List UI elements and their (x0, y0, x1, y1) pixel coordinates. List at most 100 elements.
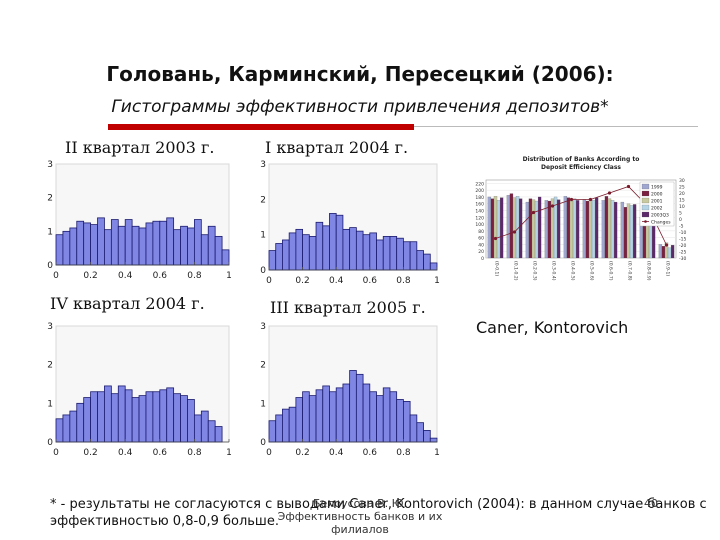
x-tick-label: 0.6 (153, 448, 168, 458)
y2-tick-label: -15 (679, 237, 686, 243)
grouped-bar (623, 207, 628, 259)
histogram-bar (275, 243, 283, 271)
histogram-bar (207, 225, 216, 266)
y-tick-label: 180 (475, 195, 484, 201)
histogram-bar (268, 250, 277, 271)
y2-tick-label: 5 (679, 211, 682, 217)
histogram-bar (409, 414, 418, 443)
grouped-bar (499, 197, 504, 259)
histogram-bar (159, 389, 168, 443)
x-tick-label: (0.8-0.9) (646, 261, 652, 281)
x-tick-label: 0.4 (329, 448, 344, 458)
histogram-bar (166, 387, 175, 443)
histogram-bar (180, 395, 188, 443)
histogram-bar (145, 222, 154, 266)
grouped-bar (553, 196, 558, 259)
histogram-q3-2005: 0 0.2 0.4 0.6 0.8 1 0 1 2 3 (260, 322, 440, 458)
grouped-bar (490, 198, 495, 259)
histogram-bar (396, 237, 404, 271)
grouped-bar (515, 196, 520, 259)
histogram-bar (90, 224, 98, 266)
histogram-bar (214, 235, 223, 266)
y-tick-label: 40 (478, 242, 484, 248)
histogram-q2-2003: 0 0.2 0.4 0.6 0.8 1 0 1 2 3 (47, 160, 232, 281)
grouped-bar (607, 198, 612, 259)
y-tick-label: 3 (47, 160, 53, 170)
x-tick-label: (0.1-0.2) (513, 261, 519, 281)
y-tick-label: 0 (47, 261, 53, 271)
histogram-bar (131, 225, 140, 266)
x-tick-label: (0.7-0.8) (627, 261, 633, 281)
x-tick-label: 0.4 (118, 448, 133, 458)
histogram-bar (409, 241, 418, 271)
histogram-bar (131, 397, 140, 443)
grouped-bar (670, 245, 675, 259)
legend-swatch (641, 197, 650, 204)
slide-subtitle: Гистограммы эффективности привлечения де… (111, 97, 609, 117)
histogram-bar (152, 391, 161, 443)
histogram-bar (62, 230, 71, 266)
changes-point (550, 204, 555, 208)
changes-point (607, 191, 612, 195)
x-tick-label: 0.8 (396, 276, 411, 286)
y-tick-label: 3 (260, 160, 266, 170)
changes-point (588, 197, 593, 202)
histogram-bar (152, 220, 161, 266)
x-tick-label: (0.4-0.5) (570, 261, 576, 281)
y2-tick-label: -5 (679, 224, 684, 230)
y-tick-label: 2 (47, 361, 53, 371)
y-tick-label: 120 (475, 215, 484, 221)
x-tick-label: 1 (434, 276, 440, 286)
histogram-bar (329, 213, 337, 271)
histogram-bar (69, 227, 78, 266)
histogram-bar (349, 227, 357, 271)
y-tick-label: 60 (478, 236, 484, 242)
histogram-bar (308, 236, 317, 271)
y2-tick-label: -30 (679, 256, 686, 262)
grouped-bar (518, 198, 523, 259)
title-rule-line (414, 126, 698, 127)
y2-tick-label: -20 (679, 243, 686, 249)
grouped-bar (569, 200, 574, 259)
histogram-bar (369, 391, 377, 443)
x-tick-label: (0.6-0.7) (608, 261, 614, 281)
grouped-bar (509, 193, 514, 259)
histogram-bar (282, 408, 290, 443)
legend-box (639, 181, 675, 227)
y-tick-label: 1 (47, 399, 53, 409)
grouped-bar (620, 201, 625, 259)
histogram-bar (382, 387, 391, 443)
histogram-bar (362, 383, 371, 443)
legend-label: 2002 (651, 206, 663, 212)
histogram-bar (389, 391, 398, 443)
histogram-bar (429, 262, 438, 271)
histogram-bar (173, 229, 181, 266)
x-tick-label: 0.2 (295, 448, 309, 458)
histogram-bar (376, 395, 384, 443)
x-tick-label: 0.8 (187, 271, 202, 281)
histogram-bar (308, 395, 317, 443)
y-tick-label: 100 (475, 222, 484, 228)
histogram-bar (193, 414, 202, 443)
legend-label: 2001 (651, 199, 663, 205)
y-tick-label: 200 (475, 188, 484, 194)
histogram-bar (335, 387, 344, 443)
histogram-bar (335, 214, 344, 271)
chart-title-line: Distribution of Banks According to (523, 156, 640, 163)
grouped-bar (658, 244, 663, 259)
histogram-bar (402, 241, 411, 271)
histogram-bar (97, 391, 105, 443)
histogram-bar (355, 373, 364, 443)
x-tick-label: 0.6 (153, 271, 168, 281)
histogram-bar (342, 383, 351, 443)
histogram-bar (342, 228, 351, 271)
y2-tick-label: 30 (679, 178, 685, 184)
histogram-bar (416, 250, 424, 271)
y2-tick-label: 10 (679, 204, 685, 210)
grouped-bar (575, 200, 580, 259)
grouped-bar (487, 196, 492, 259)
histogram-bar (138, 395, 147, 443)
histogram-bar (200, 410, 209, 443)
grouped-bar (544, 200, 549, 259)
grouped-bar (525, 201, 530, 259)
